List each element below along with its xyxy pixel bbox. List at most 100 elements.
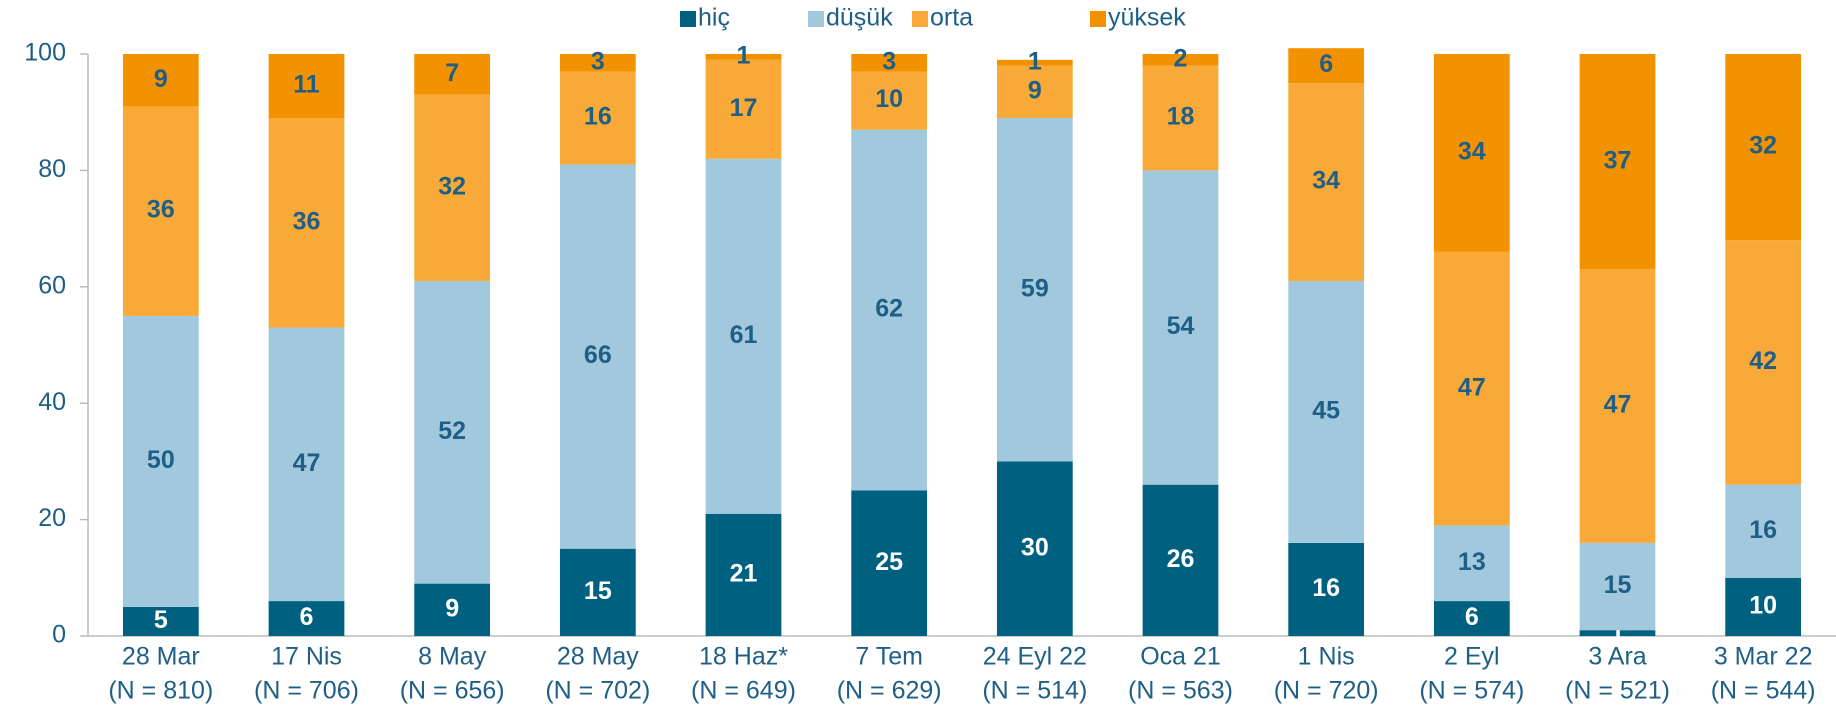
- value-label: 32: [438, 172, 466, 200]
- bar-segment: [1579, 269, 1656, 543]
- value-label: 50: [147, 446, 175, 474]
- x-tick-label: 17 Nis: [271, 643, 342, 671]
- value-label: 25: [875, 548, 903, 576]
- bar-segment: [851, 490, 928, 636]
- x-tick-label: (N = 702): [545, 677, 650, 705]
- value-label: 36: [293, 207, 321, 235]
- x-tick-label: 3 Mar 22: [1714, 643, 1813, 671]
- bar-segment: [1725, 577, 1802, 636]
- value-label: 3: [882, 47, 896, 75]
- x-tick-label: (N = 629): [837, 677, 942, 705]
- bar-segment: [559, 548, 636, 636]
- value-label: 16: [584, 103, 612, 131]
- value-label: 10: [875, 85, 903, 113]
- value-label: 7: [445, 59, 459, 87]
- bar-segment: [996, 461, 1073, 636]
- y-tick-label: 40: [38, 388, 66, 416]
- bar-segment: [1725, 484, 1802, 578]
- bar-segment: [705, 513, 782, 636]
- bar-segment: [268, 601, 345, 636]
- bar-segment: [122, 54, 199, 107]
- value-label: 66: [584, 341, 612, 369]
- bar-segment: [268, 118, 345, 328]
- value-label: 17: [730, 94, 758, 122]
- legend-label: düşük: [826, 4, 893, 32]
- x-tick-label: 3 Ara: [1588, 643, 1646, 671]
- value-label: 10: [1749, 592, 1777, 620]
- bar-segment: [705, 59, 782, 159]
- legend-swatch: [1090, 11, 1106, 27]
- value-label: 13: [1458, 548, 1486, 576]
- value-label: 9: [154, 65, 168, 93]
- value-label: 30: [1021, 533, 1049, 561]
- value-label: 1: [737, 42, 751, 70]
- value-label: 26: [1167, 545, 1195, 573]
- x-tick-label: 28 Mar: [122, 643, 200, 671]
- bar-segment: [1288, 280, 1365, 543]
- bar-segment: [851, 129, 928, 491]
- x-tick-label: 1 Nis: [1298, 643, 1355, 671]
- value-label: 34: [1458, 138, 1486, 166]
- bar-segment: [414, 583, 491, 636]
- bar-segment: [414, 54, 491, 95]
- value-label: 21: [730, 559, 758, 587]
- bar-segment: [1725, 54, 1802, 241]
- legend-label: hiç: [698, 4, 730, 32]
- bar-segment: [559, 164, 636, 549]
- x-tick-label: (N = 514): [982, 677, 1087, 705]
- value-label: 5: [154, 606, 168, 634]
- bar-segment: [705, 54, 782, 60]
- value-label: 47: [1458, 373, 1486, 401]
- legend-label: yüksek: [1108, 4, 1186, 32]
- bar-segment: [122, 606, 199, 636]
- y-tick-label: 0: [52, 621, 66, 649]
- value-label: 62: [875, 295, 903, 323]
- bar-segment: [1142, 65, 1219, 171]
- bar-segment: [414, 280, 491, 584]
- x-tick-label: (N = 521): [1565, 677, 1670, 705]
- bar-segment: [122, 106, 199, 316]
- x-tick-label: (N = 706): [254, 677, 359, 705]
- value-label: 16: [1312, 574, 1340, 602]
- bar-segment: [1288, 83, 1365, 281]
- bar-segment: [1579, 542, 1656, 631]
- x-tick-label: 8 May: [418, 643, 487, 671]
- bar-segment: [996, 118, 1073, 462]
- bar-segment: [996, 65, 1073, 119]
- value-label: 61: [730, 321, 758, 349]
- bar-segment: [1433, 54, 1510, 252]
- x-tick-label: (N = 563): [1128, 677, 1233, 705]
- bar-segment: [1433, 251, 1510, 526]
- bar-segment: [851, 54, 928, 72]
- x-tick-label: (N = 656): [400, 677, 505, 705]
- value-label: 34: [1312, 167, 1340, 195]
- value-label: 42: [1749, 347, 1777, 375]
- value-label: 3: [591, 47, 605, 75]
- value-label: 45: [1312, 397, 1340, 425]
- value-label: 15: [1604, 571, 1632, 599]
- bar-segment: [122, 315, 199, 607]
- value-label: 6: [1465, 603, 1479, 631]
- legend-swatch: [680, 11, 696, 27]
- x-tick-label: 7 Tem: [855, 643, 923, 671]
- x-tick-label: 2 Eyl: [1444, 643, 1500, 671]
- legend-label: orta: [930, 4, 973, 32]
- bar-segment: [1142, 484, 1219, 636]
- x-tick-label: (N = 810): [108, 677, 213, 705]
- value-label: 2: [1174, 44, 1188, 72]
- bar-segment: [268, 54, 345, 119]
- x-tick-label: Oca 21: [1140, 643, 1221, 671]
- value-label: 9: [445, 594, 459, 622]
- bar-segment: [1142, 170, 1219, 485]
- y-tick-label: 60: [38, 271, 66, 299]
- legend-swatch: [912, 11, 928, 27]
- value-label: 54: [1167, 312, 1195, 340]
- bar-segment: [1579, 630, 1656, 636]
- x-tick-label: 28 May: [557, 643, 639, 671]
- x-tick-label: (N = 574): [1419, 677, 1524, 705]
- y-tick-label: 80: [38, 155, 66, 183]
- value-label: 18: [1167, 103, 1195, 131]
- bar-segment: [705, 158, 782, 514]
- value-label: 52: [438, 417, 466, 445]
- value-label: 15: [584, 577, 612, 605]
